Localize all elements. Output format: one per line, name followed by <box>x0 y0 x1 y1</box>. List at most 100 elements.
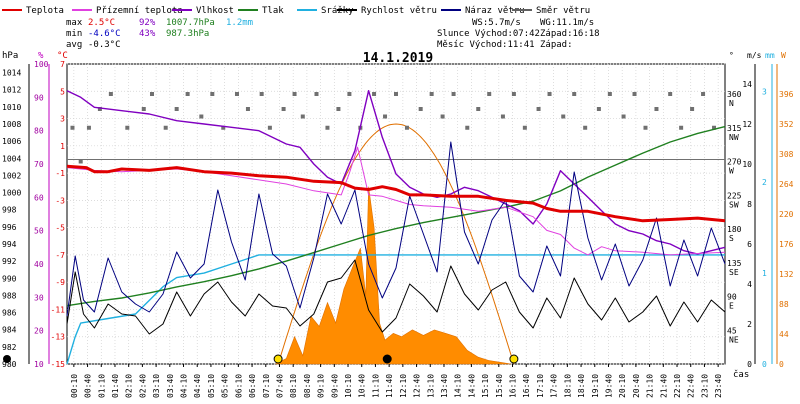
stats-min-temp: -4.6°C <box>88 29 121 39</box>
x-tick-label: 05:40 <box>221 374 230 398</box>
series-wind-dir-mark <box>511 92 516 96</box>
series-wind-dir-mark <box>712 125 717 130</box>
time-axis-label: čas <box>733 369 749 380</box>
tick-wm2: 44 <box>779 330 789 339</box>
tick-hpa: 988 <box>2 291 17 300</box>
tick-pct: 20 <box>34 327 44 336</box>
x-tick-label: 04:40 <box>193 374 202 398</box>
stats-min-press: 987.3hPa <box>166 29 209 39</box>
tick-dir: 180 <box>727 225 742 234</box>
sun-rise: Slunce Východ:07:42 <box>437 29 540 39</box>
series <box>3 89 726 365</box>
series-wind-dir-mark <box>141 107 146 111</box>
tick-hpa: 998 <box>2 206 17 215</box>
stats-max-rain: 1.2mm <box>226 18 253 28</box>
x-tick-label: 00:40 <box>84 374 93 398</box>
tick-dir-label: E <box>729 302 734 311</box>
series-wind-dir-mark <box>596 107 601 111</box>
axis-unit: % <box>38 51 44 61</box>
x-tick-label: 08:10 <box>289 374 298 398</box>
stats-max-press: 1007.7hPa <box>166 18 215 28</box>
chart-title: 14.1.2019 <box>363 51 433 66</box>
moon-set: Západ: <box>540 40 573 50</box>
tick-mm: 1 <box>762 269 767 278</box>
series-wind-dir-mark <box>78 159 83 164</box>
series-sun-arc <box>277 123 515 365</box>
series-wind-dir-mark <box>163 125 168 130</box>
series-wind-dir-mark <box>185 92 190 96</box>
x-tick-label: 09:40 <box>330 374 339 398</box>
tick-dir-label: NE <box>729 335 739 344</box>
tick-mm: 3 <box>762 87 767 96</box>
series-wind-dir-mark <box>561 114 566 119</box>
x-tick-label: 10:40 <box>358 374 367 398</box>
stats-max-temp: 2.5°C <box>88 18 115 28</box>
x-tick-label: 05:10 <box>207 374 216 398</box>
tick-dir: 315 <box>727 124 742 133</box>
tick-degc: -7 <box>55 251 65 260</box>
tick-dir-label: W <box>729 167 734 176</box>
legend-label: Směr větru <box>536 6 590 16</box>
tick-degc: 3 <box>60 115 65 124</box>
tick-pct: 50 <box>34 227 44 236</box>
tick-hpa: 984 <box>2 326 17 335</box>
tick-hpa: 1002 <box>2 171 21 180</box>
sun-marker <box>273 354 283 364</box>
x-tick-label: 16:10 <box>509 374 518 398</box>
tick-hpa: 1000 <box>2 189 21 198</box>
x-tick-label: 22:10 <box>673 374 682 398</box>
stats-min-hum: 43% <box>139 29 156 39</box>
tick-dir-label: SE <box>729 268 739 277</box>
axis-unit: W <box>781 51 786 60</box>
series-wind-dir-mark <box>621 114 626 119</box>
x-tick-label: 06:10 <box>234 374 243 398</box>
series-rain <box>66 254 725 365</box>
legend-label: Vlhkost <box>196 6 234 16</box>
axis-unit: °C <box>57 51 68 61</box>
x-tick-label: 08:40 <box>303 374 312 398</box>
x-tick-label: 07:10 <box>262 374 271 398</box>
tick-mm: 2 <box>762 178 767 187</box>
series-solar <box>275 186 512 365</box>
series-wind-dir-mark <box>70 125 75 130</box>
series-pressure <box>66 125 726 307</box>
tick-wm2: 132 <box>779 270 794 279</box>
x-tick-label: 14:40 <box>467 374 476 398</box>
axis-unit: ° <box>729 51 734 60</box>
tick-ms: 12 <box>742 120 752 129</box>
series-wind-dir-mark <box>108 92 113 96</box>
tick-pct: 40 <box>34 260 44 269</box>
x-tick-label: 15:10 <box>481 374 490 398</box>
series-wind-dir-mark <box>690 107 695 111</box>
x-tick-label: 01:10 <box>97 374 106 398</box>
tick-wm2: 176 <box>779 240 794 249</box>
legend-label: Teplota <box>26 6 64 16</box>
x-tick-label: 18:10 <box>563 374 572 398</box>
tick-hpa: 980 <box>2 360 17 369</box>
tick-degc: -15 <box>51 360 66 369</box>
tick-hpa: 1010 <box>2 103 21 112</box>
tick-wm2: 264 <box>779 180 794 189</box>
x-tick-label: 13:10 <box>426 374 435 398</box>
tick-pct: 30 <box>34 293 44 302</box>
series-wind-dir-mark <box>536 107 541 111</box>
x-tick-label: 06:40 <box>248 374 257 398</box>
x-tick-label: 02:10 <box>125 374 134 398</box>
x-tick-label: 01:40 <box>111 374 120 398</box>
x-tick-label: 19:10 <box>591 374 600 398</box>
x-tick-label: 13:40 <box>440 374 449 398</box>
tick-hpa: 996 <box>2 223 17 232</box>
x-tick-label: 18:40 <box>577 374 586 398</box>
tick-pct: 90 <box>34 93 44 102</box>
series-wind-dir-mark <box>643 125 648 130</box>
wind-wg: WG:11.1m/s <box>540 18 594 28</box>
series-wind-dir-mark <box>292 92 297 96</box>
tick-degc: 1 <box>60 142 65 151</box>
series-wind-dir-mark <box>347 92 352 96</box>
tick-ms: 6 <box>747 240 752 249</box>
tick-dir: 270 <box>727 158 742 167</box>
series-wind-dir-mark <box>86 125 91 130</box>
legend-label: Rychlost větru <box>361 6 437 16</box>
series-wind-dir-mark <box>383 114 388 119</box>
tick-hpa: 994 <box>2 240 17 249</box>
